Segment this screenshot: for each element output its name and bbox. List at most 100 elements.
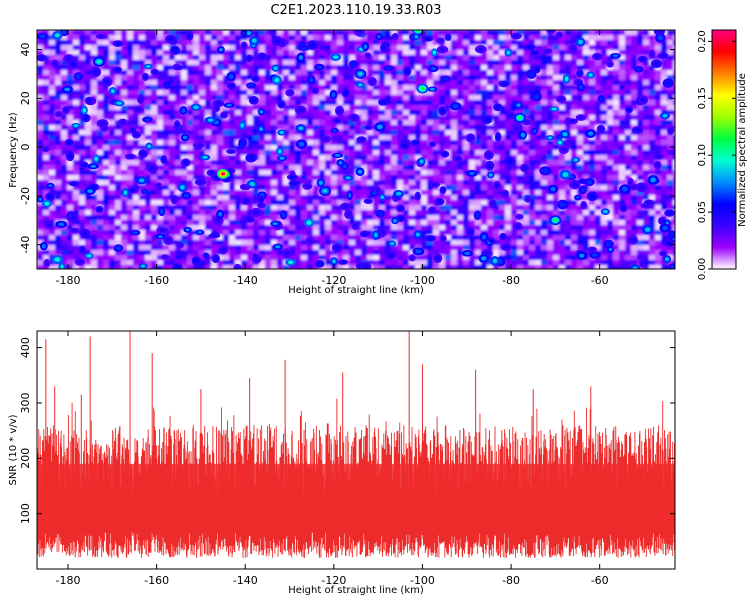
spectrogram-cell bbox=[529, 110, 536, 116]
spectrogram-cell bbox=[445, 180, 452, 186]
spectrogram-cell bbox=[229, 140, 236, 146]
spectrogram-cell bbox=[433, 185, 440, 191]
spectrogram-cell bbox=[619, 80, 626, 86]
spectrogram-cell bbox=[583, 245, 590, 251]
spectrogram-cell bbox=[655, 85, 662, 91]
spectrogram-cell bbox=[61, 210, 68, 216]
spectrogram-cell bbox=[319, 60, 326, 66]
spectrogram-cell bbox=[523, 85, 530, 91]
spectrogram-cell bbox=[535, 130, 542, 136]
spectrogram-cell bbox=[643, 250, 650, 256]
spectrogram-cell bbox=[511, 95, 518, 101]
spectrogram-cell bbox=[181, 95, 188, 101]
spectrogram-cell bbox=[115, 30, 122, 36]
spectrogram-cell bbox=[91, 240, 98, 246]
spectrogram-cell bbox=[595, 180, 602, 186]
spectrogram-cell bbox=[589, 170, 596, 176]
spectrogram-cell bbox=[55, 130, 62, 136]
spectrogram-cell bbox=[547, 115, 554, 121]
spectrogram-cell bbox=[313, 110, 320, 116]
spectrogram-cell bbox=[241, 215, 248, 221]
spectrogram-cell bbox=[499, 180, 506, 186]
spectrogram-cell bbox=[403, 45, 410, 51]
spectrogram-cell bbox=[217, 155, 224, 161]
spectrogram-cell bbox=[175, 180, 182, 186]
spectrogram-cell bbox=[451, 195, 458, 201]
spectrogram-cell bbox=[211, 45, 218, 51]
spectrogram-cell bbox=[607, 170, 614, 176]
spectrogram-cell bbox=[403, 35, 410, 41]
spectrogram-cell bbox=[391, 260, 398, 266]
spectrogram-cell bbox=[631, 70, 638, 76]
spectrogram-cell bbox=[415, 125, 422, 131]
spectrogram-cell bbox=[355, 205, 362, 211]
spectrogram-cell bbox=[181, 120, 188, 126]
spectrogram-cell bbox=[157, 75, 164, 81]
spectrogram-cell bbox=[613, 220, 620, 226]
spectrogram-cell bbox=[451, 165, 458, 171]
spectrogram-cell bbox=[427, 130, 434, 136]
spectrogram-cell bbox=[145, 220, 152, 226]
spectrogram-cell bbox=[343, 225, 350, 231]
spectrogram-cell bbox=[529, 150, 536, 156]
spectrogram-cell bbox=[493, 100, 500, 106]
spectrogram-cell bbox=[91, 105, 98, 111]
spectrogram-cell bbox=[499, 85, 506, 91]
spectrogram-cell bbox=[307, 120, 314, 126]
spectrogram-cell bbox=[361, 235, 368, 241]
spectrogram-cell bbox=[301, 135, 308, 141]
spectrogram-cell bbox=[85, 70, 92, 76]
spectrogram-cell bbox=[409, 215, 416, 221]
spectrogram-cell bbox=[127, 240, 134, 246]
spectrogram-cell bbox=[151, 195, 158, 201]
spectrogram-cell bbox=[571, 215, 578, 221]
spectrogram-cell bbox=[295, 85, 302, 91]
spectrogram-cell bbox=[565, 145, 572, 151]
spectrogram-cell bbox=[367, 50, 374, 56]
spectrogram-cell bbox=[181, 85, 188, 91]
spectrogram-cell bbox=[397, 40, 404, 46]
spectrogram-cell bbox=[97, 220, 104, 226]
spectrogram-cell bbox=[631, 120, 638, 126]
spectrogram-cell bbox=[229, 175, 236, 181]
spectrogram-cell bbox=[283, 145, 290, 151]
spectrogram-cell bbox=[661, 175, 668, 181]
spectrogram-cell bbox=[265, 200, 272, 206]
spectrogram-cell bbox=[121, 155, 128, 161]
spectrogram-cell bbox=[553, 30, 560, 36]
spectrogram-cell bbox=[157, 140, 164, 146]
spectrogram-cell bbox=[607, 80, 614, 86]
spectrogram-cell bbox=[619, 225, 626, 231]
spectrogram-cell bbox=[319, 115, 326, 121]
spectrogram-cell bbox=[403, 120, 410, 126]
spectrogram-cell bbox=[583, 100, 590, 106]
spectrogram-cell bbox=[115, 215, 122, 221]
spectrogram-cell bbox=[643, 135, 650, 141]
spectrogram-cell bbox=[211, 80, 218, 86]
spectrogram-cell bbox=[265, 100, 272, 106]
spectrogram-cell bbox=[163, 260, 170, 266]
spectrogram-cell bbox=[475, 40, 482, 46]
spectrogram-cell bbox=[433, 190, 440, 196]
spectrogram-cell bbox=[343, 100, 350, 106]
spectrogram-cell bbox=[349, 205, 356, 211]
spectrogram-cell bbox=[355, 245, 362, 251]
spectrogram-cell bbox=[121, 245, 128, 251]
spectrogram-cell bbox=[589, 185, 596, 191]
spectrogram-cell bbox=[337, 35, 344, 41]
spectrogram-cell bbox=[571, 115, 578, 121]
spectrogram-cell bbox=[325, 75, 332, 81]
spectrogram-cell bbox=[523, 240, 530, 246]
spectrogram-cell bbox=[409, 120, 416, 126]
spectrogram-cell bbox=[565, 95, 572, 101]
spectrogram-cell bbox=[469, 30, 476, 36]
spectrogram-cell bbox=[493, 55, 500, 61]
spectrogram-cell bbox=[367, 230, 374, 236]
spectrogram-cell bbox=[667, 175, 674, 181]
spectrogram-cell bbox=[523, 190, 530, 196]
spectrogram-cell bbox=[433, 120, 440, 126]
spectrogram-cell bbox=[607, 155, 614, 161]
spectrogram-cell bbox=[451, 160, 458, 166]
spectrogram-cell bbox=[109, 255, 116, 261]
spectrogram-cell bbox=[133, 225, 140, 231]
